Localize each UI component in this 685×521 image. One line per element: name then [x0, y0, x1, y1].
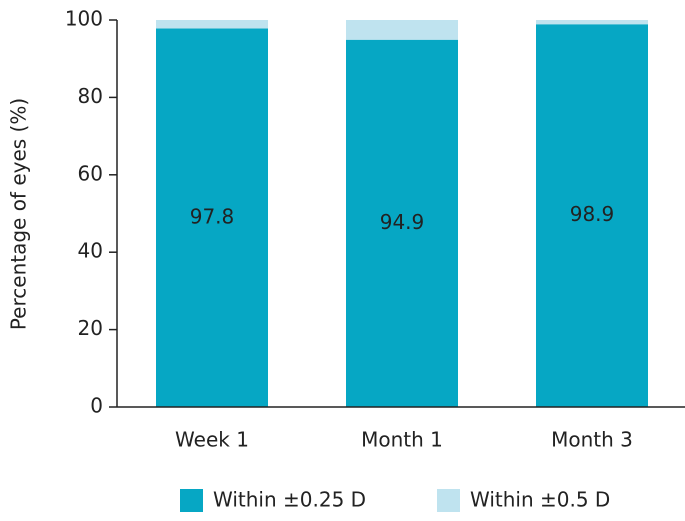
- bar-segment: [536, 24, 648, 408]
- legend-swatch: [180, 489, 203, 512]
- value-label: 97.8: [190, 204, 235, 228]
- y-tick-label: 100: [65, 7, 103, 31]
- y-tick-label: 20: [78, 316, 103, 340]
- value-label: 98.9: [570, 202, 615, 226]
- x-tick-label: Week 1: [175, 428, 249, 452]
- bar-segment: [156, 20, 268, 29]
- legend-swatch: [437, 489, 460, 512]
- x-tick-label: Month 1: [361, 428, 443, 452]
- y-tick-label: 40: [78, 239, 103, 263]
- bar-segment: [346, 20, 458, 40]
- bar-segment: [156, 28, 268, 407]
- value-label: 94.9: [380, 210, 425, 234]
- legend-label: Within ±0.5 D: [470, 488, 610, 512]
- y-tick-label: 0: [90, 394, 103, 418]
- bar-segment: [536, 20, 648, 25]
- x-tick-label: Month 3: [551, 428, 633, 452]
- legend-label: Within ±0.25 D: [213, 488, 366, 512]
- bar-segment: [346, 39, 458, 407]
- y-tick-label: 80: [78, 84, 103, 108]
- y-axis-label: Percentage of eyes (%): [7, 98, 31, 330]
- y-tick-label: 60: [78, 161, 103, 185]
